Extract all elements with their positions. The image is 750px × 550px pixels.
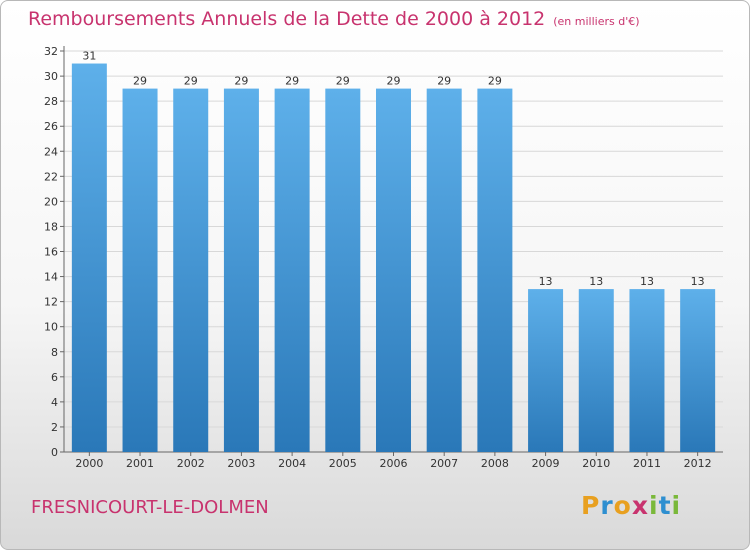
y-tick-label: 28 xyxy=(44,95,58,108)
y-tick-label: 16 xyxy=(44,246,58,259)
logo-letter: P xyxy=(581,491,601,520)
y-tick-label: 26 xyxy=(44,120,58,133)
bar-2000 xyxy=(71,63,107,452)
x-tick-label-2002: 2002 xyxy=(177,457,205,470)
logo-letter: x xyxy=(631,491,649,520)
bar-2012 xyxy=(680,289,716,452)
proxiti-logo: Proxiti xyxy=(581,491,681,520)
y-tick-label: 4 xyxy=(51,396,58,409)
x-tick-label-2009: 2009 xyxy=(532,457,560,470)
y-tick-label: 12 xyxy=(44,296,58,309)
x-tick-label-2010: 2010 xyxy=(582,457,610,470)
x-tick-label-2001: 2001 xyxy=(126,457,154,470)
y-tick-label: 22 xyxy=(44,170,58,183)
data-label-2000: 31 xyxy=(82,50,96,63)
commune-name: FRESNICOURT-LE-DOLMEN xyxy=(31,497,269,518)
logo-letter: r xyxy=(600,491,614,520)
data-label-2009: 13 xyxy=(539,275,553,288)
x-tick-label-2005: 2005 xyxy=(329,457,357,470)
bar-2011 xyxy=(629,289,665,452)
y-tick-label: 0 xyxy=(51,446,58,459)
y-tick-label: 30 xyxy=(44,70,58,83)
logo-letter: t xyxy=(658,491,672,520)
bar-2001 xyxy=(122,88,158,452)
data-label-2003: 29 xyxy=(234,75,248,88)
data-label-2011: 13 xyxy=(640,275,654,288)
bar-2002 xyxy=(173,88,209,452)
y-tick-label: 10 xyxy=(44,321,58,334)
y-tick-label: 24 xyxy=(44,145,58,158)
y-tick-label: 8 xyxy=(51,346,58,359)
x-tick-label-2000: 2000 xyxy=(75,457,103,470)
chart-title-text: Remboursements Annuels de la Dette de 20… xyxy=(28,8,546,30)
data-labels: 31 29 29 29 29 29 29 29 29 13 13 13 13 xyxy=(82,50,704,289)
y-tick-label: 32 xyxy=(44,45,58,58)
bar-2010 xyxy=(578,289,614,452)
x-tick-label-2006: 2006 xyxy=(380,457,408,470)
chart-unit-label: (en milliers d'€) xyxy=(553,15,640,28)
logo-letter: i xyxy=(671,491,682,520)
data-label-2008: 29 xyxy=(488,75,502,88)
y-tick-label: 20 xyxy=(44,195,58,208)
bar-2008 xyxy=(477,88,513,452)
data-label-2005: 29 xyxy=(336,75,350,88)
bar-2003 xyxy=(223,88,259,452)
data-label-2004: 29 xyxy=(285,75,299,88)
data-label-2001: 29 xyxy=(133,75,147,88)
y-tick-label: 18 xyxy=(44,220,58,233)
bar-2006 xyxy=(376,88,411,452)
bars xyxy=(71,63,716,452)
data-label-2006: 29 xyxy=(387,75,401,88)
bar-2005 xyxy=(325,88,361,452)
x-tick-label-2007: 2007 xyxy=(430,457,458,470)
x-tick-label-2003: 2003 xyxy=(227,457,255,470)
x-tick-label-2008: 2008 xyxy=(481,457,509,470)
logo-letter: i xyxy=(649,491,659,520)
bar-2007 xyxy=(426,88,462,452)
y-tick-label: 2 xyxy=(51,421,58,434)
data-label-2002: 29 xyxy=(184,75,198,88)
x-tick-label-2011: 2011 xyxy=(633,457,661,470)
data-label-2010: 13 xyxy=(589,275,603,288)
logo-letter: o xyxy=(613,491,632,520)
data-label-2012: 13 xyxy=(691,275,705,288)
y-tick-label: 6 xyxy=(51,371,58,384)
y-tick-label: 14 xyxy=(44,271,58,284)
chart-title: Remboursements Annuels de la Dette de 20… xyxy=(28,8,640,30)
bar-2004 xyxy=(274,88,310,452)
data-label-2007: 29 xyxy=(437,75,451,88)
x-tick-label-2012: 2012 xyxy=(684,457,712,470)
bar-2009 xyxy=(528,289,564,452)
x-tick-label-2004: 2004 xyxy=(278,457,306,470)
